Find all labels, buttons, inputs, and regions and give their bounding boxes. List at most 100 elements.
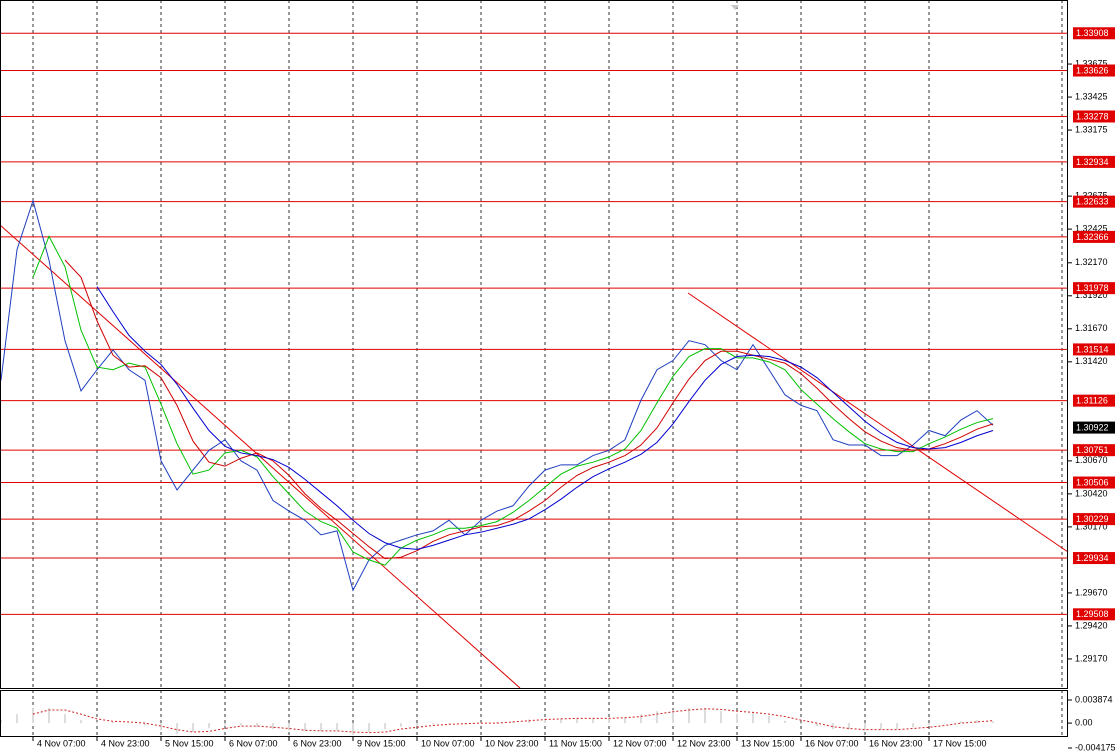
y-tick-label: 0.00 xyxy=(1075,717,1093,727)
plot xyxy=(0,32,1068,736)
x-tick-label: 11 Nov 15:00 xyxy=(549,738,602,748)
oscillator-bar xyxy=(608,717,610,724)
level-label: 1.30506 xyxy=(1076,477,1109,487)
level-label: 1.31126 xyxy=(1076,396,1108,406)
oscillator-bar xyxy=(192,723,194,733)
y-tick-label: 0.003874 xyxy=(1075,694,1113,704)
y-tick-label: 1.32425 xyxy=(1075,223,1108,233)
oscillator-bar xyxy=(800,723,802,725)
level-label-box xyxy=(1073,444,1115,457)
oscillator-bar xyxy=(640,714,642,724)
moving-average xyxy=(96,286,994,550)
y-tick-label: 1.31920 xyxy=(1075,290,1108,300)
y-tick-label: 1.33425 xyxy=(1075,91,1108,101)
oscillator-bar xyxy=(784,720,786,724)
oscillator-bar xyxy=(160,723,162,731)
level-label-box xyxy=(1073,476,1115,489)
oscillator-bar xyxy=(400,723,402,727)
x-tick-label: 6 Nov 07:00 xyxy=(229,738,278,748)
x-tick-label: 5 Nov 15:00 xyxy=(165,738,214,748)
x-tick-label: 12 Nov 07:00 xyxy=(613,738,667,748)
level-label: 1.33626 xyxy=(1076,65,1109,75)
oscillator-bar xyxy=(272,723,274,730)
oscillator-bar xyxy=(288,723,290,731)
y-tick-label: 1.32170 xyxy=(1075,257,1108,267)
moving-average xyxy=(32,235,994,566)
oscillator-bar xyxy=(304,723,306,731)
level-label: 1.31514 xyxy=(1076,344,1109,354)
y-tick-label: 1.33175 xyxy=(1075,124,1108,134)
main-panel-frame xyxy=(0,0,1068,689)
oscillator-bar xyxy=(48,708,50,724)
y-tick-label: 1.30420 xyxy=(1075,488,1108,498)
y-tick-label: 1.30670 xyxy=(1075,455,1108,465)
oscillator-bar xyxy=(912,723,914,728)
oscillator-bar xyxy=(768,715,770,724)
oscillator-bar xyxy=(224,723,226,726)
oscillator-bar xyxy=(656,711,658,724)
oscillator-bar xyxy=(880,723,882,730)
y-tick-label: 1.29170 xyxy=(1075,653,1108,663)
level-label-box xyxy=(1073,27,1115,40)
oscillator-bar xyxy=(592,718,594,724)
level-label: 1.32934 xyxy=(1076,157,1109,167)
y-tick-label: 1.32675 xyxy=(1075,190,1108,200)
oscillator-bar xyxy=(384,723,386,730)
current-price-label: 1.30922 xyxy=(1076,422,1109,432)
level-label-box xyxy=(1073,110,1115,123)
oscillator-bar xyxy=(112,721,114,724)
y-tick-label: 1.33675 xyxy=(1075,58,1108,68)
y-tick-label: 1.30170 xyxy=(1075,521,1108,531)
oscillator-bar xyxy=(448,723,450,724)
y-tick-label: -0.004175 xyxy=(1075,742,1116,752)
oscillator-bar xyxy=(736,713,738,724)
level-label-box xyxy=(1073,64,1115,77)
oscillator-bar xyxy=(992,721,994,724)
oscillator-bar xyxy=(896,723,898,730)
x-tick-label: 13 Nov 15:00 xyxy=(741,738,795,748)
oscillator-bar xyxy=(64,714,66,724)
level-label: 1.33908 xyxy=(1076,28,1109,38)
oscillator-bar xyxy=(336,723,338,731)
oscillator-bar xyxy=(320,723,322,732)
level-label-box xyxy=(1073,513,1115,526)
level-label-box xyxy=(1073,282,1115,295)
level-label-box xyxy=(1073,608,1115,621)
x-tick-label: 9 Nov 15:00 xyxy=(357,738,406,748)
oscillator-bar xyxy=(960,721,962,724)
oscillator-bar xyxy=(976,720,978,724)
oscillator-bar xyxy=(32,708,34,724)
level-label: 1.32366 xyxy=(1076,232,1109,242)
oscillator-bar xyxy=(928,723,930,725)
oscillator-bar xyxy=(944,723,946,724)
level-label-box xyxy=(1073,230,1115,243)
level-label: 1.29508 xyxy=(1076,609,1109,619)
oscillator-bar xyxy=(432,723,434,725)
oscillator-bar xyxy=(368,723,370,733)
oscillator-bar xyxy=(864,723,866,730)
oscillator-bar xyxy=(688,708,690,724)
oscillator-panel-frame xyxy=(0,690,1068,737)
x-tick-label: 6 Nov 23:00 xyxy=(293,738,342,748)
level-label: 1.29934 xyxy=(1076,553,1109,563)
level-label: 1.30751 xyxy=(1076,445,1109,455)
oscillator-bar xyxy=(848,723,850,730)
oscillator-bar xyxy=(256,723,258,727)
x-tick-label: 16 Nov 07:00 xyxy=(805,738,859,748)
oscillator-bar xyxy=(544,718,546,724)
y-tick-label: 1.29420 xyxy=(1075,620,1108,630)
level-label-box xyxy=(1073,343,1115,356)
oscillator-bar xyxy=(416,723,418,726)
x-tick-label: 16 Nov 23:00 xyxy=(869,738,923,748)
x-tick-label: 12 Nov 23:00 xyxy=(677,738,731,748)
oscillator-bar xyxy=(496,721,498,724)
level-label: 1.32633 xyxy=(1076,197,1109,207)
x-tick-label: 10 Nov 07:00 xyxy=(421,738,475,748)
oscillator-bar xyxy=(624,717,626,724)
oscillator-bar xyxy=(96,721,98,724)
oscillator-bar xyxy=(752,712,754,724)
oscillator-bar xyxy=(576,718,578,724)
x-tick-label: 4 Nov 23:00 xyxy=(101,738,150,748)
oscillator-bar xyxy=(672,709,674,724)
